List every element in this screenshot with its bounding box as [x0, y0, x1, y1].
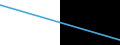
Bar	[0, 0, 60, 45]
